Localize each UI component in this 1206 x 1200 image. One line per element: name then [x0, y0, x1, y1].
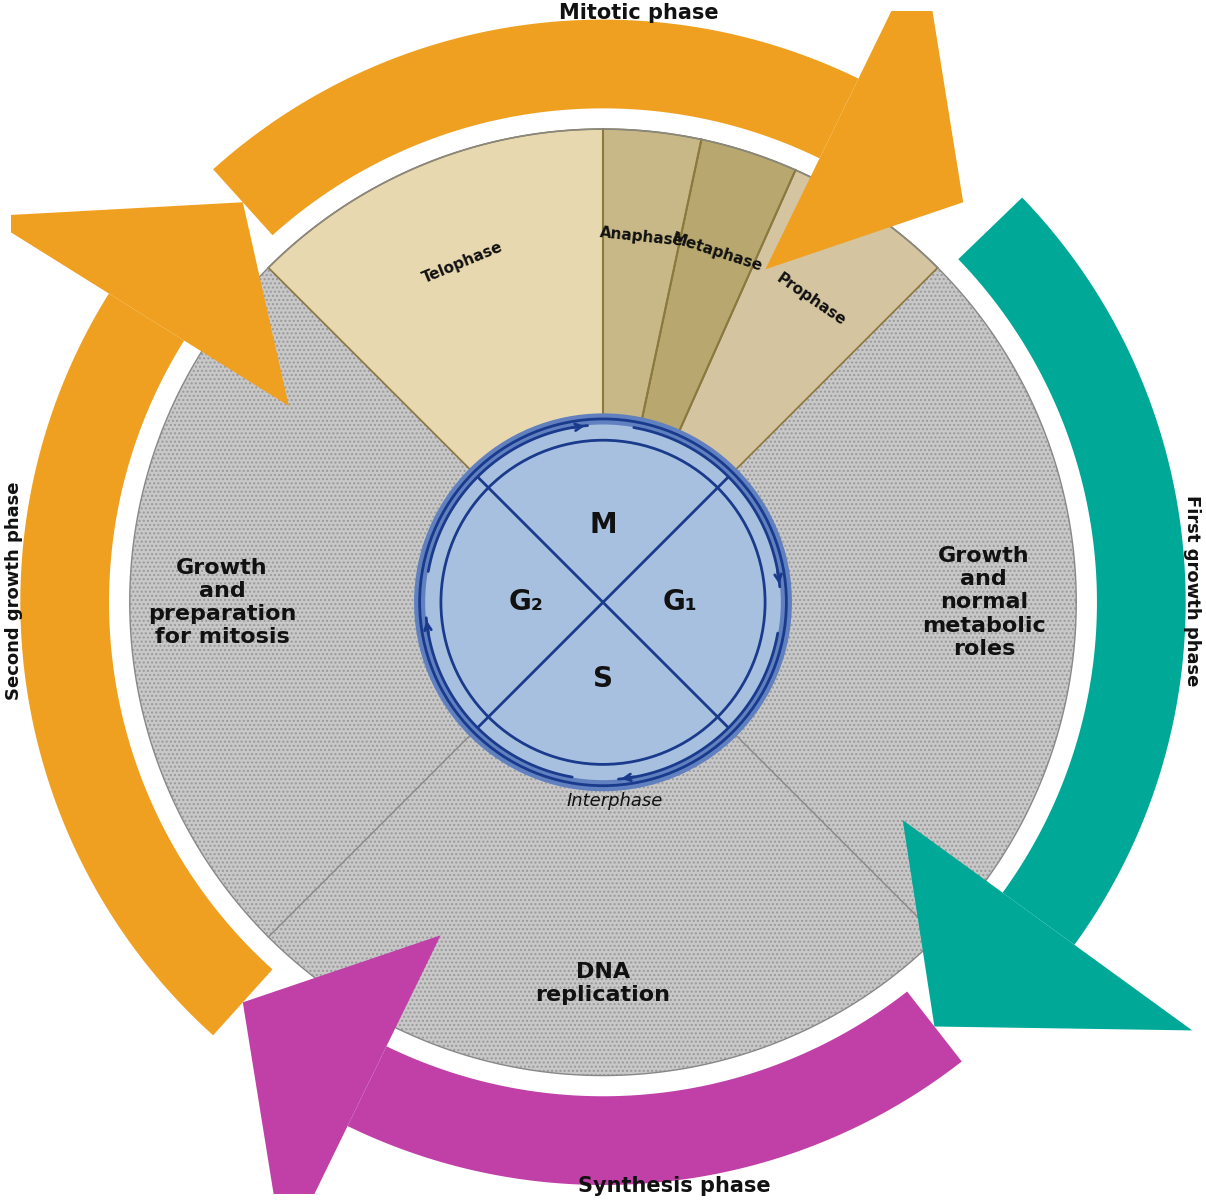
- Text: DNA
replication: DNA replication: [535, 961, 671, 1004]
- Polygon shape: [766, 0, 964, 269]
- Text: Growth
and
normal
metabolic
roles: Growth and normal metabolic roles: [921, 546, 1046, 659]
- Text: S: S: [593, 665, 613, 694]
- Polygon shape: [269, 732, 937, 1075]
- Text: Anaphase: Anaphase: [598, 224, 684, 248]
- Circle shape: [420, 419, 786, 786]
- Text: Telophase: Telophase: [420, 239, 505, 286]
- Polygon shape: [603, 130, 702, 422]
- Polygon shape: [21, 294, 273, 1036]
- Text: Prophase: Prophase: [774, 270, 849, 329]
- Text: Synthesis phase: Synthesis phase: [578, 1176, 771, 1196]
- Text: Metaphase: Metaphase: [669, 230, 765, 275]
- Polygon shape: [347, 991, 961, 1184]
- Text: Second growth phase: Second growth phase: [5, 481, 23, 700]
- Polygon shape: [678, 170, 937, 473]
- Polygon shape: [903, 820, 1193, 1031]
- Text: Interphase: Interphase: [567, 792, 663, 810]
- Text: Mitotic phase: Mitotic phase: [558, 2, 719, 23]
- Text: G₁: G₁: [662, 588, 697, 617]
- Polygon shape: [733, 268, 1076, 937]
- Polygon shape: [959, 198, 1185, 944]
- Polygon shape: [269, 130, 937, 473]
- Polygon shape: [642, 139, 796, 434]
- Text: M: M: [590, 511, 616, 540]
- Text: Growth
and
preparation
for mitosis: Growth and preparation for mitosis: [148, 558, 297, 647]
- Text: G₂: G₂: [509, 588, 544, 617]
- Polygon shape: [0, 203, 288, 406]
- Polygon shape: [242, 935, 440, 1200]
- Polygon shape: [269, 130, 603, 473]
- Text: First growth phase: First growth phase: [1183, 494, 1201, 686]
- Polygon shape: [130, 268, 473, 937]
- Polygon shape: [213, 19, 859, 235]
